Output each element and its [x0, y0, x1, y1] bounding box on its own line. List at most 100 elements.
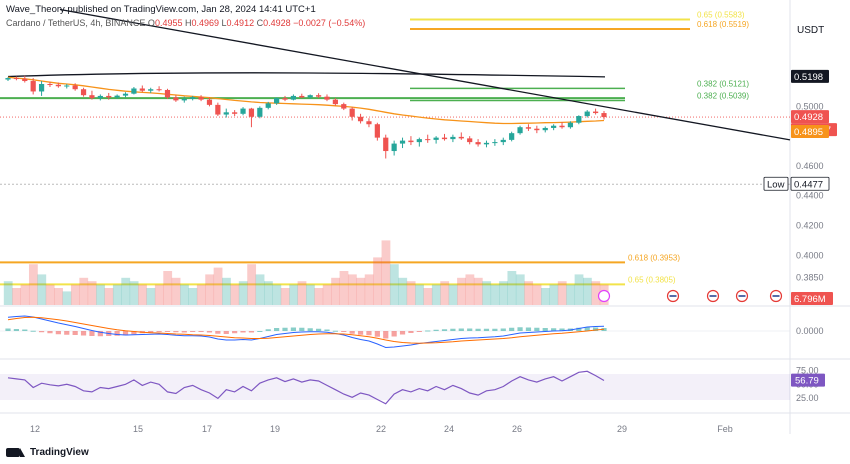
price-tick-label: 0.4400	[796, 191, 824, 201]
candle-body	[265, 103, 271, 108]
macd-histogram-bar	[509, 327, 515, 331]
macd-histogram-bar	[257, 331, 263, 332]
volume-bar	[347, 274, 357, 305]
macd-histogram-bar	[366, 331, 372, 336]
candle-body	[72, 85, 78, 90]
volume-bar	[431, 284, 441, 305]
macd-histogram-bar	[500, 328, 506, 331]
candle-body	[299, 95, 305, 98]
volume-label-box	[791, 292, 833, 305]
rsi-line	[7, 370, 605, 405]
volume-bar	[70, 284, 80, 305]
candle-body	[584, 111, 590, 117]
volume-bar	[532, 284, 542, 305]
volume-bar	[163, 271, 173, 305]
candle-body	[391, 143, 397, 152]
price-axis-label-box	[790, 176, 830, 191]
macd-histogram-bar	[332, 330, 338, 332]
volume-bar	[121, 277, 131, 305]
macd-histogram-bar	[290, 327, 297, 331]
candle-body	[274, 98, 280, 104]
volume-bar	[12, 288, 21, 305]
macd-histogram-bar	[274, 328, 280, 331]
price-axis-label: 0.4928	[794, 112, 823, 123]
date-tick-label: 24	[444, 424, 454, 434]
macd-histogram-bar	[517, 327, 523, 331]
macd-histogram-bar	[173, 331, 179, 333]
ema-line	[7, 76, 605, 125]
candle-body	[483, 142, 490, 145]
macd-histogram-bar	[22, 329, 28, 331]
price-tick-label: 0.3850	[796, 273, 824, 283]
macd-histogram-bar	[223, 331, 229, 334]
macd-histogram-bar	[114, 331, 120, 336]
volume-bar	[507, 271, 517, 305]
macd-histogram-bar	[13, 329, 19, 331]
volume-bar	[280, 288, 290, 305]
volume-bar	[255, 274, 265, 305]
volume-bar	[331, 277, 340, 305]
tradingview-logo[interactable]: TradingView	[6, 447, 89, 458]
candle-body	[475, 142, 481, 145]
macd-histogram-bar	[206, 331, 213, 333]
volume-bar	[20, 284, 30, 305]
macd-histogram-bar	[458, 328, 464, 331]
candle-body	[307, 95, 313, 98]
candle-body	[500, 139, 506, 143]
publisher-line: Wave_Theory published on TradingView.com…	[6, 4, 316, 15]
candle-body	[80, 89, 87, 96]
volume-bar	[314, 288, 324, 305]
volume-bar	[129, 281, 139, 305]
candles-layer	[5, 75, 607, 159]
volume-bar	[87, 281, 97, 305]
volume-bar	[322, 284, 332, 305]
volume-bar	[37, 274, 47, 305]
volume-bar	[205, 274, 215, 305]
volume-bar	[406, 281, 416, 305]
macd-line	[7, 315, 605, 349]
volume-bar	[465, 274, 475, 305]
volume-bar	[247, 264, 257, 305]
macd-histogram-bar	[357, 331, 364, 335]
candle-body	[13, 78, 19, 80]
date-tick-label: Feb	[717, 424, 733, 434]
volume-bar	[196, 284, 206, 305]
candle-body	[122, 93, 129, 96]
volume-bar	[79, 277, 89, 305]
volume-bar	[524, 281, 534, 305]
date-tick-label: 22	[376, 424, 386, 434]
macd-histogram-bar	[542, 328, 548, 331]
candle-body	[551, 125, 557, 128]
candle-body	[315, 95, 322, 97]
candle-body	[248, 108, 255, 117]
candle-body	[441, 137, 448, 140]
date-tick-label: 19	[270, 424, 280, 434]
price-tick-label: 0.4600	[796, 161, 824, 171]
volume-bar	[364, 274, 374, 305]
volume-bar	[356, 277, 366, 305]
volume-bar	[180, 284, 189, 305]
volume-bar	[440, 281, 450, 305]
currency-label: USDT	[797, 25, 824, 36]
macd-histogram-bar	[399, 331, 406, 335]
macd-histogram-bar	[181, 331, 187, 333]
volume-bar	[138, 284, 147, 305]
macd-histogram-bar	[190, 331, 196, 332]
macd-histogram-bar	[559, 328, 565, 331]
macd-histogram-bar	[248, 331, 255, 333]
rsi-label-box	[791, 373, 825, 387]
trendlines-layer	[7, 8, 791, 141]
macd-histogram-bar	[265, 329, 271, 331]
price-axis-label-box	[791, 110, 829, 124]
volume-bar	[222, 277, 231, 305]
macd-layer	[0, 315, 790, 349]
ohlc-line: Cardano / TetherUS, 4h, BINANCE O0.4955 …	[6, 18, 365, 28]
volume-label: 6.796M	[794, 294, 826, 305]
candle-body	[332, 99, 338, 105]
candle-body	[349, 108, 355, 117]
macd-histogram-bar	[38, 331, 45, 333]
macd-histogram-bar	[467, 328, 473, 331]
volume-bar	[188, 288, 198, 305]
macd-histogram-bar	[122, 331, 129, 336]
